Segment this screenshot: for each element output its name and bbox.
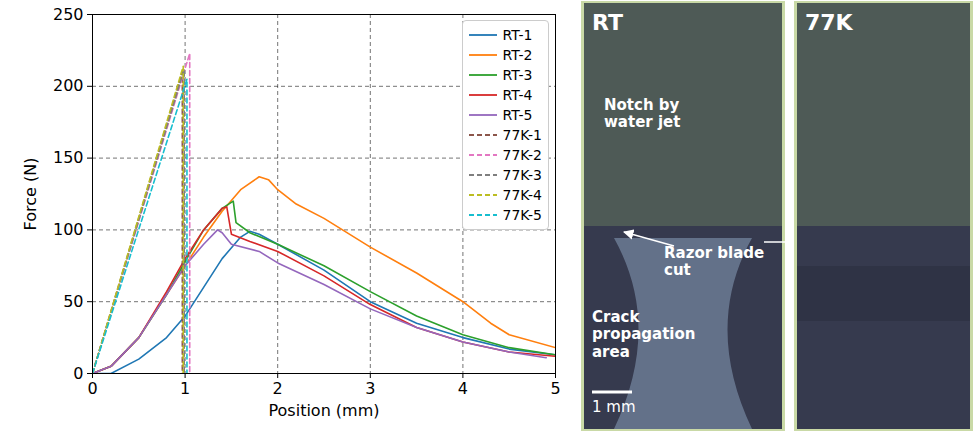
svg-text:3: 3 [365, 379, 375, 398]
html-text:77K-5: 77K-5 [502, 207, 542, 223]
svg-text:Force (N): Force (N) [21, 158, 40, 231]
svg-text:RT: RT [592, 10, 623, 35]
svg-text:5: 5 [550, 379, 560, 398]
svg-text:2: 2 [273, 379, 283, 398]
svg-text:50: 50 [63, 292, 83, 311]
html-text:77K-3: 77K-3 [502, 167, 542, 183]
html-text:RT-1: RT-1 [502, 27, 533, 43]
svg-text:0: 0 [87, 379, 97, 398]
svg-text:Razor bladecut: Razor bladecut [664, 244, 764, 279]
svg-text:250: 250 [53, 5, 84, 24]
html-text:77K-1: 77K-1 [502, 127, 542, 143]
html-text:RT-4: RT-4 [502, 87, 533, 103]
html-text:RT-5: RT-5 [502, 107, 533, 123]
svg-text:1: 1 [180, 379, 190, 398]
svg-text:150: 150 [53, 148, 84, 167]
svg-text:200: 200 [53, 76, 84, 95]
svg-text:0: 0 [73, 364, 83, 383]
svg-text:1 mm: 1 mm [592, 398, 636, 416]
html-text:RT-2: RT-2 [502, 47, 533, 63]
html-text:RT-3: RT-3 [502, 67, 533, 83]
svg-text:Crackpropagationarea: Crackpropagationarea [592, 308, 695, 361]
svg-text:Position (mm): Position (mm) [268, 401, 379, 420]
svg-text:77K: 77K [805, 10, 854, 35]
svg-text:100: 100 [53, 220, 84, 239]
html-text:77K-4: 77K-4 [502, 187, 542, 203]
svg-text:Notch bywater jet: Notch bywater jet [604, 96, 680, 131]
html-text:77K-2: 77K-2 [502, 147, 542, 163]
svg-text:4: 4 [458, 379, 468, 398]
